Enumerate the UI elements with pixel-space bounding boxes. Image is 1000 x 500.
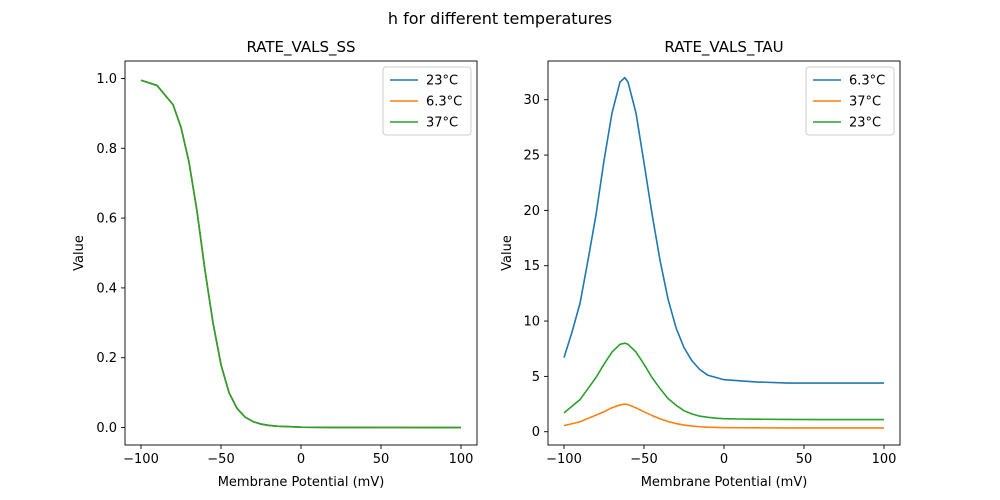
series-line-0	[563, 76, 884, 384]
legend-box	[805, 66, 895, 136]
legend: 23°C 6.3°C 37°C	[382, 66, 472, 136]
y-tick-label: 30	[523, 93, 540, 108]
figure-title: h for different temperatures	[388, 9, 612, 28]
series-line-1	[563, 403, 884, 429]
subplot-rate-vals-tau: RATE_VALS_TAU −100 −50 0 50 100 0 5 10 15 20 25 30 Me…	[500, 38, 901, 490]
legend-box	[382, 66, 472, 136]
x-tick-label: −50	[207, 452, 234, 467]
legend-entry: 37°C	[426, 116, 458, 131]
x-tick-label: 50	[796, 452, 813, 467]
legend-entry: 23°C	[849, 116, 881, 131]
y-tick-label: 0.4	[96, 281, 117, 296]
axes-title: RATE_VALS_TAU	[664, 38, 783, 57]
legend-entry: 6.3°C	[426, 95, 462, 110]
y-tick-label: 10	[523, 315, 540, 330]
legend-entry: 6.3°C	[849, 74, 885, 89]
legend: 6.3°C 37°C 23°C	[805, 66, 895, 136]
legend-entry: 23°C	[426, 74, 458, 89]
x-tick-label: 100	[872, 452, 897, 467]
y-tick-label: 20	[523, 204, 540, 219]
x-axis-label: Membrane Potential (mV)	[641, 475, 808, 490]
y-tick-label: 0.6	[96, 212, 117, 227]
x-tick-label: 100	[449, 452, 474, 467]
y-tick-label: 15	[523, 259, 540, 274]
x-axis-label: Membrane Potential (mV)	[218, 475, 385, 490]
series-line-2	[563, 342, 884, 421]
y-tick-label: 0	[532, 425, 540, 440]
subplot-rate-vals-ss: RATE_VALS_SS −100 −50 0 50 100 0.0 0.2 0.4 0.6 0.8…	[72, 38, 478, 490]
y-tick-label: 0.8	[96, 142, 117, 157]
x-tick-label: 50	[373, 452, 390, 467]
x-tick-label: −50	[630, 452, 657, 467]
y-tick-label: 1.0	[96, 72, 117, 87]
legend-entry: 37°C	[849, 95, 881, 110]
x-tick-label: −100	[123, 452, 159, 467]
x-tick-label: −100	[546, 452, 582, 467]
y-tick-label: 0.0	[96, 421, 117, 436]
y-tick-label: 25	[523, 149, 540, 164]
y-tick-label: 0.2	[96, 351, 117, 366]
y-tick-label: 5	[532, 370, 540, 385]
axes-title: RATE_VALS_SS	[246, 38, 355, 57]
y-axis-label: Value	[500, 235, 515, 271]
x-tick-label: 0	[297, 452, 305, 467]
y-axis-label: Value	[72, 235, 87, 271]
x-tick-label: 0	[720, 452, 728, 467]
series-line-2	[140, 79, 461, 429]
